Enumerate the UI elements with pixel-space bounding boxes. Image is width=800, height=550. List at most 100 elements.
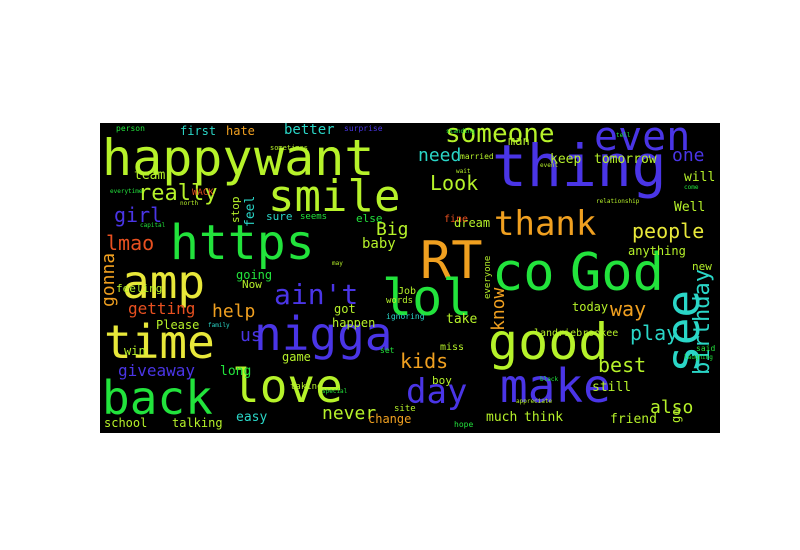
word: people bbox=[632, 219, 705, 243]
word: may bbox=[332, 260, 343, 267]
word: sure bbox=[266, 210, 293, 223]
word: lol bbox=[382, 269, 473, 327]
word: hope bbox=[454, 420, 474, 429]
word: never bbox=[322, 403, 377, 424]
word: tell bbox=[616, 132, 631, 139]
word: want bbox=[254, 129, 375, 187]
word: today bbox=[572, 300, 609, 314]
word: tomorrow bbox=[594, 152, 657, 167]
word: site bbox=[394, 404, 416, 414]
word: feel bbox=[243, 195, 258, 227]
word: one bbox=[672, 145, 705, 166]
word: friend bbox=[610, 412, 657, 427]
word: taking bbox=[290, 382, 323, 392]
word: everyone bbox=[483, 255, 493, 299]
word: help bbox=[212, 301, 256, 322]
word: married bbox=[460, 152, 494, 161]
word: lmao bbox=[106, 231, 155, 255]
word: even bbox=[594, 123, 691, 160]
word: best bbox=[598, 353, 647, 377]
word: better bbox=[284, 123, 335, 138]
word: think bbox=[524, 410, 564, 425]
word: play bbox=[630, 321, 679, 345]
word: co bbox=[492, 243, 555, 303]
word: time bbox=[104, 315, 215, 369]
word: game bbox=[282, 350, 311, 364]
word: Well bbox=[674, 200, 706, 215]
word: WACK bbox=[192, 188, 214, 198]
word: boy bbox=[432, 374, 452, 387]
word: feeling bbox=[116, 282, 163, 295]
word: happen bbox=[332, 316, 376, 330]
word: go bbox=[669, 408, 683, 423]
word: north bbox=[180, 200, 199, 207]
word: day bbox=[406, 372, 468, 412]
word: way bbox=[610, 297, 647, 321]
word: Please bbox=[156, 318, 200, 332]
word: good bbox=[488, 313, 609, 371]
word: getting bbox=[128, 299, 196, 318]
word: surprise bbox=[344, 124, 383, 133]
word-cloud: happy want thing even someone smile http… bbox=[100, 123, 720, 433]
word: set bbox=[380, 346, 395, 355]
word: will bbox=[684, 170, 716, 185]
word: event bbox=[540, 162, 559, 169]
word: black bbox=[540, 376, 559, 383]
word: Big bbox=[376, 219, 409, 240]
word: amp bbox=[122, 255, 206, 309]
word: thing bbox=[492, 132, 667, 200]
word: man bbox=[508, 134, 530, 148]
word: capital bbox=[140, 222, 166, 229]
word: appreciate bbox=[516, 398, 553, 405]
word: happy bbox=[102, 129, 253, 187]
word: take bbox=[446, 312, 478, 327]
word: kids bbox=[400, 349, 449, 373]
word: win bbox=[124, 344, 146, 358]
word: hate bbox=[226, 124, 255, 138]
word: nigga bbox=[254, 307, 393, 361]
word: wait bbox=[456, 168, 471, 175]
word: someone bbox=[445, 123, 555, 149]
word: need bbox=[418, 145, 462, 166]
word: back bbox=[102, 371, 213, 425]
word: else bbox=[356, 212, 383, 225]
word: team bbox=[134, 168, 166, 183]
word: Look bbox=[430, 171, 479, 195]
word: make bbox=[500, 359, 611, 413]
word: laughing bbox=[684, 354, 713, 361]
word: still bbox=[592, 380, 632, 395]
word: school bbox=[104, 416, 148, 430]
word: Job bbox=[398, 286, 417, 297]
word: dream bbox=[454, 216, 491, 230]
word: ain't bbox=[274, 278, 359, 311]
word: everytime bbox=[110, 188, 143, 195]
word: baby bbox=[362, 236, 396, 252]
word: family bbox=[208, 322, 230, 329]
word: keep bbox=[550, 152, 582, 167]
word: talking bbox=[172, 416, 223, 430]
word: miss bbox=[440, 342, 465, 353]
word: love bbox=[232, 359, 343, 413]
word: much bbox=[486, 410, 518, 425]
word: thank bbox=[494, 204, 597, 244]
word: first bbox=[180, 124, 217, 138]
word: easy bbox=[236, 410, 268, 425]
word: anything bbox=[628, 244, 686, 258]
word: fine bbox=[444, 214, 469, 225]
word: stop bbox=[229, 196, 242, 224]
word: also bbox=[650, 397, 694, 418]
word: new bbox=[692, 260, 712, 273]
word: seems bbox=[300, 212, 328, 222]
word: https bbox=[170, 215, 315, 271]
word: us bbox=[240, 325, 262, 346]
word: words bbox=[386, 296, 414, 306]
word: going bbox=[236, 268, 273, 282]
word: change bbox=[368, 412, 412, 426]
word: person bbox=[116, 124, 145, 133]
word: ignoring bbox=[386, 312, 425, 321]
word: smile bbox=[268, 171, 401, 222]
word: special bbox=[322, 388, 348, 395]
word: sometimes bbox=[270, 144, 308, 152]
word: relationship bbox=[596, 198, 640, 205]
word: got bbox=[334, 302, 356, 316]
